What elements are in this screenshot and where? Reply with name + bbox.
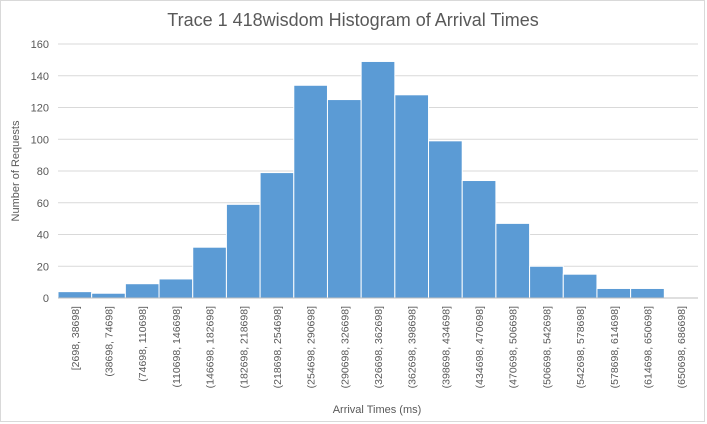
chart-title: Trace 1 418wisdom Histogram of Arrival T… [167,10,538,30]
x-tick-label: (470698, 506698] [508,306,520,388]
x-tick-label: (218698, 254698] [272,306,284,388]
histogram-bar [529,265,564,299]
histogram-bar [596,287,632,299]
x-tick-label: (650698, 686698] [676,306,688,388]
y-tick-label: 60 [37,198,49,210]
histogram-bar [293,84,328,299]
x-tick-label: (398698, 434698] [440,306,452,388]
histogram-bar [326,99,362,299]
histogram-bar [91,292,126,299]
x-tick-label: (182698, 218698] [238,306,250,388]
histogram-bar [428,140,463,299]
y-tick-label: 100 [31,134,49,146]
y-axis-title: Number of Requests [10,120,22,221]
y-tick-label: 40 [37,230,49,242]
x-tick-label: (578698, 614698] [609,306,621,388]
x-tick-label: (254698, 290698] [306,306,318,388]
x-tick-label: (146698, 182698] [205,306,217,388]
bars [57,60,665,299]
histogram-bar [562,273,598,299]
x-tick-label: (38698, 74698] [104,306,116,377]
histogram-bar [360,60,396,299]
histogram-bar [57,291,93,299]
x-tick-label: (614698, 650698] [642,306,654,388]
y-tick-label: 20 [37,261,49,273]
x-tick-label: (434698, 470698] [474,306,486,388]
x-tick-label: (74698, 110698] [137,306,149,382]
histogram-bar [630,287,665,299]
x-axis-title: Arrival Times (ms) [333,404,422,416]
histogram-bar [461,180,497,299]
y-tick-label: 160 [31,39,49,51]
histogram-bar [495,222,531,299]
histogram-bar [225,203,261,299]
histogram-bar [124,283,160,299]
x-tick-label: [2698, 38698] [70,306,82,370]
histogram-bar [259,172,295,299]
x-tick-label: (110698, 146698] [171,306,183,388]
x-tick-label: (506698, 542698] [541,306,553,388]
x-tick-label: (290698, 326698] [339,306,351,388]
x-tick-label: (326698, 362698] [373,306,385,388]
x-tick-label: (362698, 398698] [407,306,419,388]
histogram-bar [158,278,194,299]
y-tick-label: 120 [31,103,49,115]
y-tick-label: 80 [37,166,49,178]
histogram-bar [394,94,430,299]
y-tick-label: 140 [31,71,49,83]
y-tick-label: 0 [43,293,49,305]
histogram-bar [192,246,227,299]
y-tick-labels: 0 20 40 60 80 100 120 140 160 [31,39,49,305]
x-tick-labels: [2698, 38698] (38698, 74698] (74698, 11069… [70,306,688,388]
x-tick-label: (542698, 578698] [575,306,587,388]
